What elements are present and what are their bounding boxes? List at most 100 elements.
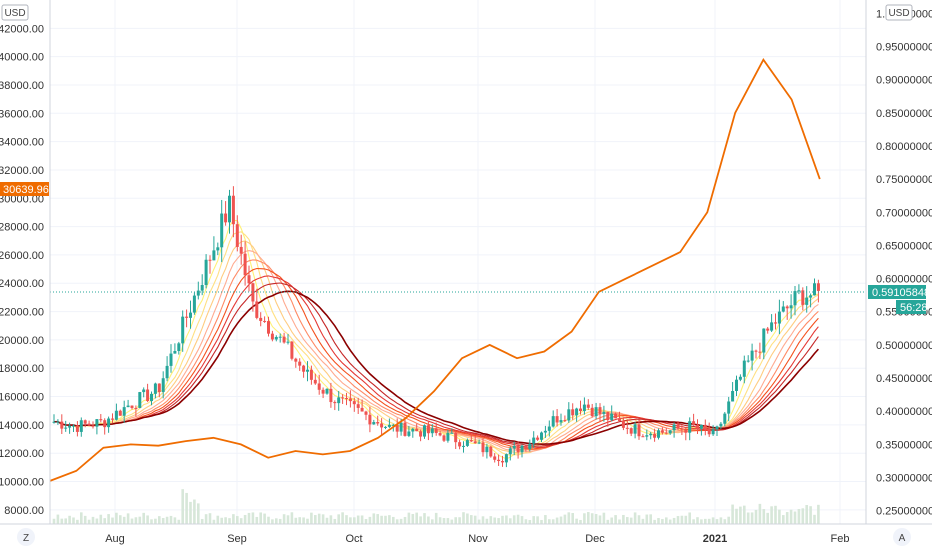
candle-body (419, 431, 423, 437)
volume-bar (809, 506, 812, 524)
left-tick-label: 26000.00 (0, 250, 44, 262)
right-tick-label: 0.30000000 (876, 473, 932, 485)
candle-body (185, 316, 189, 318)
volume-bar (423, 513, 426, 524)
right-value-axis[interactable]: 0.25000000 0.30000000 0.35000000 0.40000000… (876, 8, 932, 517)
candle-body (555, 416, 559, 423)
candle-body (618, 418, 621, 422)
volume-bar (130, 518, 134, 524)
candle-body (91, 425, 95, 427)
left-tick-label: 16000.00 (0, 392, 44, 404)
candle-body (797, 290, 801, 292)
candle-body (762, 328, 766, 353)
volume-bar (649, 514, 652, 524)
candle-body (298, 361, 302, 366)
candle-body (481, 442, 485, 453)
candle-body (384, 426, 387, 428)
volume-bar (766, 512, 769, 524)
volume-bar (372, 513, 376, 524)
candle-body (372, 422, 376, 425)
left-currency-button[interactable]: USD (1, 4, 29, 21)
volume-bar (411, 513, 415, 524)
candle-body (278, 336, 282, 338)
volume-bar (462, 512, 465, 524)
volume-bar (146, 515, 149, 524)
volume-bar (95, 518, 99, 524)
volume-bar (544, 515, 547, 524)
candle-body (282, 336, 286, 343)
candle-body (785, 306, 789, 309)
candle-body (543, 430, 547, 433)
volume-bar (438, 517, 442, 524)
volume-bar (239, 518, 243, 524)
volume-bar (532, 516, 535, 524)
volume-bar (524, 519, 528, 524)
volume-bar (165, 516, 169, 524)
volume-bar (563, 514, 567, 524)
candle-body (614, 413, 618, 419)
volume-bar (477, 519, 481, 524)
volume-bar (325, 517, 329, 524)
volume-bar (637, 515, 641, 524)
left-price-axis[interactable]: 8000.00 10000.00 12000.00 14000.00 16000.00 1… (0, 23, 44, 517)
volume-bar (684, 515, 688, 524)
moving-average-line (53, 282, 819, 447)
volume-bar (723, 519, 727, 524)
right-currency-button[interactable]: USD (885, 4, 913, 21)
volume-bar (633, 512, 637, 524)
volume-bar (356, 515, 360, 524)
volume-bar (349, 517, 352, 524)
left-currency-label: USD (4, 8, 25, 19)
volume-bar (575, 518, 578, 524)
left-tick-label: 30000.00 (0, 193, 44, 205)
time-tick-label: Aug (105, 533, 125, 545)
candle-body (352, 401, 356, 405)
volume-bar (169, 515, 173, 524)
candle-body (313, 379, 317, 384)
volume-bar (505, 515, 508, 524)
volume-bar (282, 514, 286, 524)
candle-body (536, 437, 540, 440)
auto-scale-button[interactable]: A (893, 528, 911, 546)
candle-body (212, 250, 216, 261)
volume-bar (801, 508, 805, 524)
candle-body (267, 321, 270, 334)
volume-bar (177, 519, 181, 524)
volume-bar (774, 505, 777, 524)
candle-body (610, 413, 614, 420)
right-tick-label: 0.45000000 (876, 373, 932, 385)
volume-bar (528, 519, 532, 524)
left-tick-label: 18000.00 (0, 363, 44, 375)
moving-average-line (53, 267, 819, 450)
volume-bar (485, 518, 489, 524)
volume-bar (368, 516, 372, 524)
volume-bar (122, 516, 126, 524)
volume-bar (306, 518, 309, 524)
volume-bar (497, 518, 500, 524)
volume-bar (64, 518, 67, 524)
candle-body (633, 424, 637, 434)
volume-bar (154, 518, 157, 524)
candle-body (345, 398, 348, 400)
volume-bar (778, 509, 781, 524)
candle-body (598, 407, 602, 414)
candle-body (528, 443, 532, 450)
volume-bar (204, 514, 208, 524)
candle-body (111, 418, 114, 420)
volume-bar (329, 515, 333, 524)
volume-bar (419, 516, 422, 524)
volume-bar (197, 503, 200, 524)
candle-body (649, 433, 653, 436)
candle-body (204, 259, 208, 285)
zoom-reset-button[interactable]: Z (17, 528, 35, 546)
left-tick-label: 22000.00 (0, 307, 44, 319)
candle-body (816, 283, 820, 291)
last-price-value: 30639.96 (3, 184, 49, 196)
candle-body (703, 424, 707, 430)
volume-bar (87, 519, 91, 524)
candle-body (575, 408, 579, 416)
time-axis[interactable]: Aug Sep Oct Nov Dec 2021 Feb (105, 533, 849, 545)
volume-bar (602, 512, 606, 524)
volume-bar (388, 515, 391, 524)
